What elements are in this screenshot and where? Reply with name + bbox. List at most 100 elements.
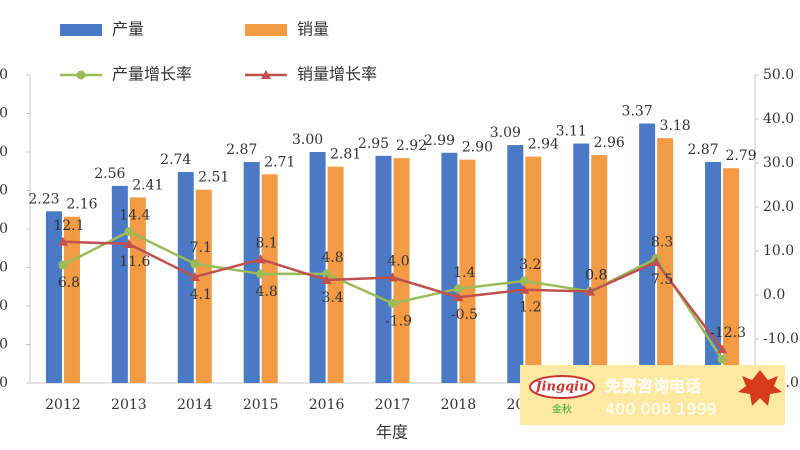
marker xyxy=(717,344,728,354)
watermark-phone: 400 008 1999 xyxy=(605,400,717,419)
bar xyxy=(393,158,410,383)
legend-label: 产量 xyxy=(112,20,144,39)
point-label: 7.5 xyxy=(651,272,673,288)
x-tick-label: 2018 xyxy=(441,397,477,413)
marker xyxy=(190,259,200,269)
bar-label: 2.87 xyxy=(226,142,257,158)
legend-swatch xyxy=(245,24,287,36)
bar-label: 2.16 xyxy=(66,197,97,213)
marker xyxy=(519,284,530,294)
marker xyxy=(387,272,398,282)
bar-label: 2.51 xyxy=(198,170,229,186)
y-tick-label: 1.00 xyxy=(0,298,8,314)
bar xyxy=(507,145,524,383)
watermark-text: 免费咨询电话 xyxy=(605,377,701,396)
marker xyxy=(453,284,463,294)
marker xyxy=(58,260,68,270)
y-tick-label: 1.50 xyxy=(0,260,8,276)
bar xyxy=(525,156,542,383)
bar xyxy=(177,172,194,383)
legend-swatch xyxy=(60,24,102,36)
marker xyxy=(651,257,662,266)
bar-label: 3.09 xyxy=(490,125,521,141)
bar xyxy=(195,189,212,383)
point-label: -1.9 xyxy=(385,313,412,329)
bar-label: 3.37 xyxy=(622,104,653,120)
bar-label: 2.90 xyxy=(462,140,493,156)
bar-label: 2.71 xyxy=(264,154,295,170)
bar-label: 2.74 xyxy=(160,152,191,168)
y2-tick-label: 50.0 xyxy=(763,67,794,83)
point-label: 3.2 xyxy=(519,257,541,273)
x-tick-label: 2016 xyxy=(309,397,345,413)
bar-label: 2.41 xyxy=(132,177,163,193)
legend-label: 产量增长率 xyxy=(112,65,192,84)
bar xyxy=(327,166,344,383)
bar-label: 2.95 xyxy=(358,136,389,152)
point-label: 1.2 xyxy=(519,300,541,316)
point-label: 7.1 xyxy=(190,240,212,256)
y-tick-label: 3.50 xyxy=(0,106,8,122)
bar xyxy=(591,155,608,383)
point-label: 4.1 xyxy=(190,287,212,303)
bar-label: 2.23 xyxy=(28,191,59,207)
bar-label: 2.81 xyxy=(330,147,361,163)
x-tick-label: 2014 xyxy=(177,397,213,413)
bar-label: 2.99 xyxy=(424,133,455,149)
y-tick-label: 0.50 xyxy=(0,337,8,353)
bar-label: 3.00 xyxy=(292,132,323,148)
legend-label: 销量增长率 xyxy=(297,65,377,84)
point-label: 1.4 xyxy=(453,265,475,281)
line xyxy=(62,230,724,360)
y-tick-label: 0.00 xyxy=(0,375,8,391)
point-label: 11.6 xyxy=(119,254,150,270)
y2-tick-label: 30.0 xyxy=(763,155,794,171)
marker xyxy=(255,254,266,264)
x-tick-label: 2012 xyxy=(45,397,81,413)
bar-label: 3.18 xyxy=(660,118,691,134)
y2-tick-label: 40.0 xyxy=(763,111,794,127)
point-label: 12.1 xyxy=(53,218,84,234)
bar-label: 3.11 xyxy=(556,124,587,140)
bar xyxy=(657,138,674,383)
bar-label: 2.96 xyxy=(594,135,625,151)
bar-label: 2.79 xyxy=(725,148,756,164)
bar-label: 2.56 xyxy=(94,166,125,182)
bar xyxy=(705,162,722,383)
marker xyxy=(519,276,529,286)
point-label: -0.5 xyxy=(451,307,478,323)
point-label: 4.0 xyxy=(387,253,409,269)
y-tick-label: 2.50 xyxy=(0,183,8,199)
bar xyxy=(573,143,590,383)
y-tick-label: 2.00 xyxy=(0,221,8,237)
bar xyxy=(375,155,392,383)
bar xyxy=(723,168,740,383)
legend-marker xyxy=(261,70,271,79)
y2-tick-label: 10.0 xyxy=(763,243,794,259)
bar xyxy=(459,159,476,383)
point-label: 0.8 xyxy=(585,267,607,283)
point-label: 0.8 xyxy=(585,267,607,283)
bar xyxy=(441,152,458,383)
point-label: 4.8 xyxy=(256,284,278,300)
point-label: 8.3 xyxy=(651,234,673,250)
point-label: 3.4 xyxy=(321,290,343,306)
marker xyxy=(189,271,200,281)
point-label: 8.1 xyxy=(256,235,278,251)
bar xyxy=(639,123,656,383)
legend-marker xyxy=(76,70,86,80)
point-label: 6.8 xyxy=(58,275,80,291)
logo-oval xyxy=(529,375,595,399)
marker xyxy=(388,298,397,308)
x-tick-label: 2015 xyxy=(243,397,279,413)
point-label: 4.8 xyxy=(321,250,343,266)
watermark: Jingqiu 金秋 免费咨询电话 400 008 1999 xyxy=(520,365,785,425)
bar xyxy=(45,211,62,383)
legend-label: 销量 xyxy=(297,20,329,39)
marker xyxy=(585,286,596,296)
bar xyxy=(309,152,326,383)
point-label: 14.4 xyxy=(119,208,150,224)
bar-label: 2.87 xyxy=(687,142,718,158)
logo-text: Jingqiu xyxy=(532,380,588,395)
